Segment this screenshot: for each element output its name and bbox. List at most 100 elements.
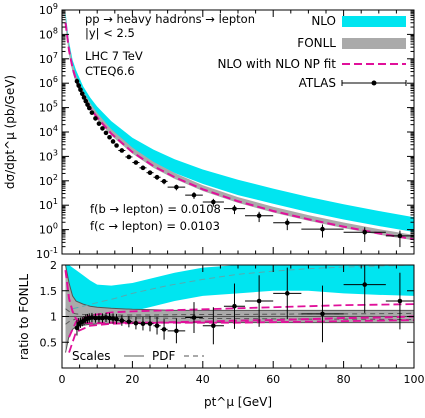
legend-fonll-label: FONLL [297,36,336,50]
ratio-y-tick-label: 1 [50,311,57,324]
atlas-point [93,116,98,121]
atlas-ratio-point [100,315,105,321]
atlas-point [362,229,368,235]
bottom-legend: Scales PDF [72,349,204,363]
atlas-point [174,184,179,190]
y-tick-label: 103 [39,148,58,163]
atlas-ratio-point [284,291,290,296]
x-tick-label: 60 [266,373,280,386]
atlas-ratio-point [140,321,146,327]
x-tick-label: 80 [337,373,351,386]
scales-lower-line [65,322,414,353]
top-lines [64,22,415,241]
x-axis-label: pt^μ [GeV] [204,395,272,409]
atlas-point [119,148,125,153]
atlas-ratio-point [74,325,80,331]
nlo-np-upper [68,303,415,338]
atlas-ratio-point [211,323,216,329]
y-tick-label: 102 [39,173,58,188]
atlas-point [89,110,95,115]
atlas-point [133,160,139,165]
atlas-point [81,95,87,100]
top-bands [65,12,415,241]
annotation-process: pp → heavy hadrons → lepton [85,12,255,26]
atlas-point [147,170,153,175]
atlas-ratio-point [191,315,197,320]
legend-nlo-swatch [342,16,406,27]
bottom-bands [65,265,415,353]
bottom-atlas-points [74,265,414,345]
legend-nlo-label: NLO [311,14,336,28]
top-y-axis-label: dσ/dpt^μ (pb/GeV) [3,75,17,189]
legend-fonll-swatch [342,38,406,49]
y-tick-exponent: 6 [53,75,58,84]
atlas-point [114,143,119,148]
atlas-ratio-point [93,315,98,321]
annotation-frac-b: f(b → lepton) = 0.0108 [90,202,221,216]
top-atlas-points [74,78,414,248]
atlas-ratio-point [89,315,95,320]
atlas-point [140,165,146,171]
legend-atlas-label: ATLAS [299,76,336,90]
y-tick-label: 109 [39,2,58,17]
legend-atlas-marker [371,80,377,86]
x-tick-label: 0 [59,373,66,386]
nlo-band [65,12,415,232]
atlas-point [76,83,82,88]
y-tick-label: 105 [39,100,58,115]
y-tick-exponent: 4 [53,124,58,133]
atlas-ratio-point [110,316,116,321]
atlas-point [284,220,290,226]
atlas-point [256,213,262,219]
y-tick-exponent: 1 [53,197,58,206]
y-tick-exponent: 5 [53,100,58,109]
ratio-y-tick-label: 0.5 [40,336,58,349]
atlas-point [78,87,83,93]
atlas-ratio-point [126,319,132,324]
y-tick-exponent: 7 [53,51,58,60]
top-legend: NLO FONLL NLO with NLO NP fit ATLAS [217,14,407,90]
pdf-upper-line [65,308,415,316]
nlo-np-ratio [64,270,415,325]
y-tick-label: 101 [39,197,58,212]
atlas-point [74,78,80,84]
ratio-y-tick-label: 1.5 [40,285,58,298]
legend-nlo-np-label: NLO with NLO NP fit [217,57,336,71]
atlas-ratio-point [103,315,109,320]
atlas-point [83,98,89,104]
atlas-ratio-point [161,327,167,332]
nlo-np-lower [68,319,415,353]
atlas-ratio-point [174,328,179,334]
atlas-point [96,121,102,126]
atlas-point [154,174,160,180]
atlas-point [85,102,90,107]
y-tick-exponent: 0 [53,222,58,231]
atlas-ratio-point [256,298,262,304]
atlas-ratio-point [397,298,403,304]
annotation-frac-c: f(c → lepton) = 0.0103 [90,219,220,233]
atlas-point [107,134,112,140]
bottom-y-ticks: 0.5 1 1.5 2 [40,259,414,349]
atlas-ratio-point [96,315,102,321]
bottom-panel: 0.5 1 1.5 2 0 20 40 60 80 100 ratio to FONLL pt^… [17,259,425,409]
bottom-x-ticks: 0 20 40 60 80 100 [59,265,425,386]
y-tick-exponent: 2 [53,173,58,182]
y-tick-exponent: 9 [53,2,58,11]
atlas-ratio-point [107,315,112,321]
atlas-point [320,226,325,232]
atlas-point [126,154,132,160]
nlo-ratio-band [65,265,415,326]
x-tick-label: 40 [196,373,210,386]
top-y-ticks: 1 0 -1 100 101 102 103 104 105 106 107 108 109 [36,2,414,261]
annotation-pdf: CTEQ6.6 [85,64,135,78]
atlas-point [103,130,109,136]
y-tick-label: 108 [39,26,58,41]
atlas-point [397,233,403,239]
atlas-point [191,192,197,198]
x-tick-label: 20 [125,373,139,386]
y-tick-exponent: -1 [50,246,58,255]
y-tick-label: 106 [39,75,58,90]
y-tick-exponent: 3 [53,148,58,157]
annotation-rapidity: |y| < 2.5 [85,26,135,40]
